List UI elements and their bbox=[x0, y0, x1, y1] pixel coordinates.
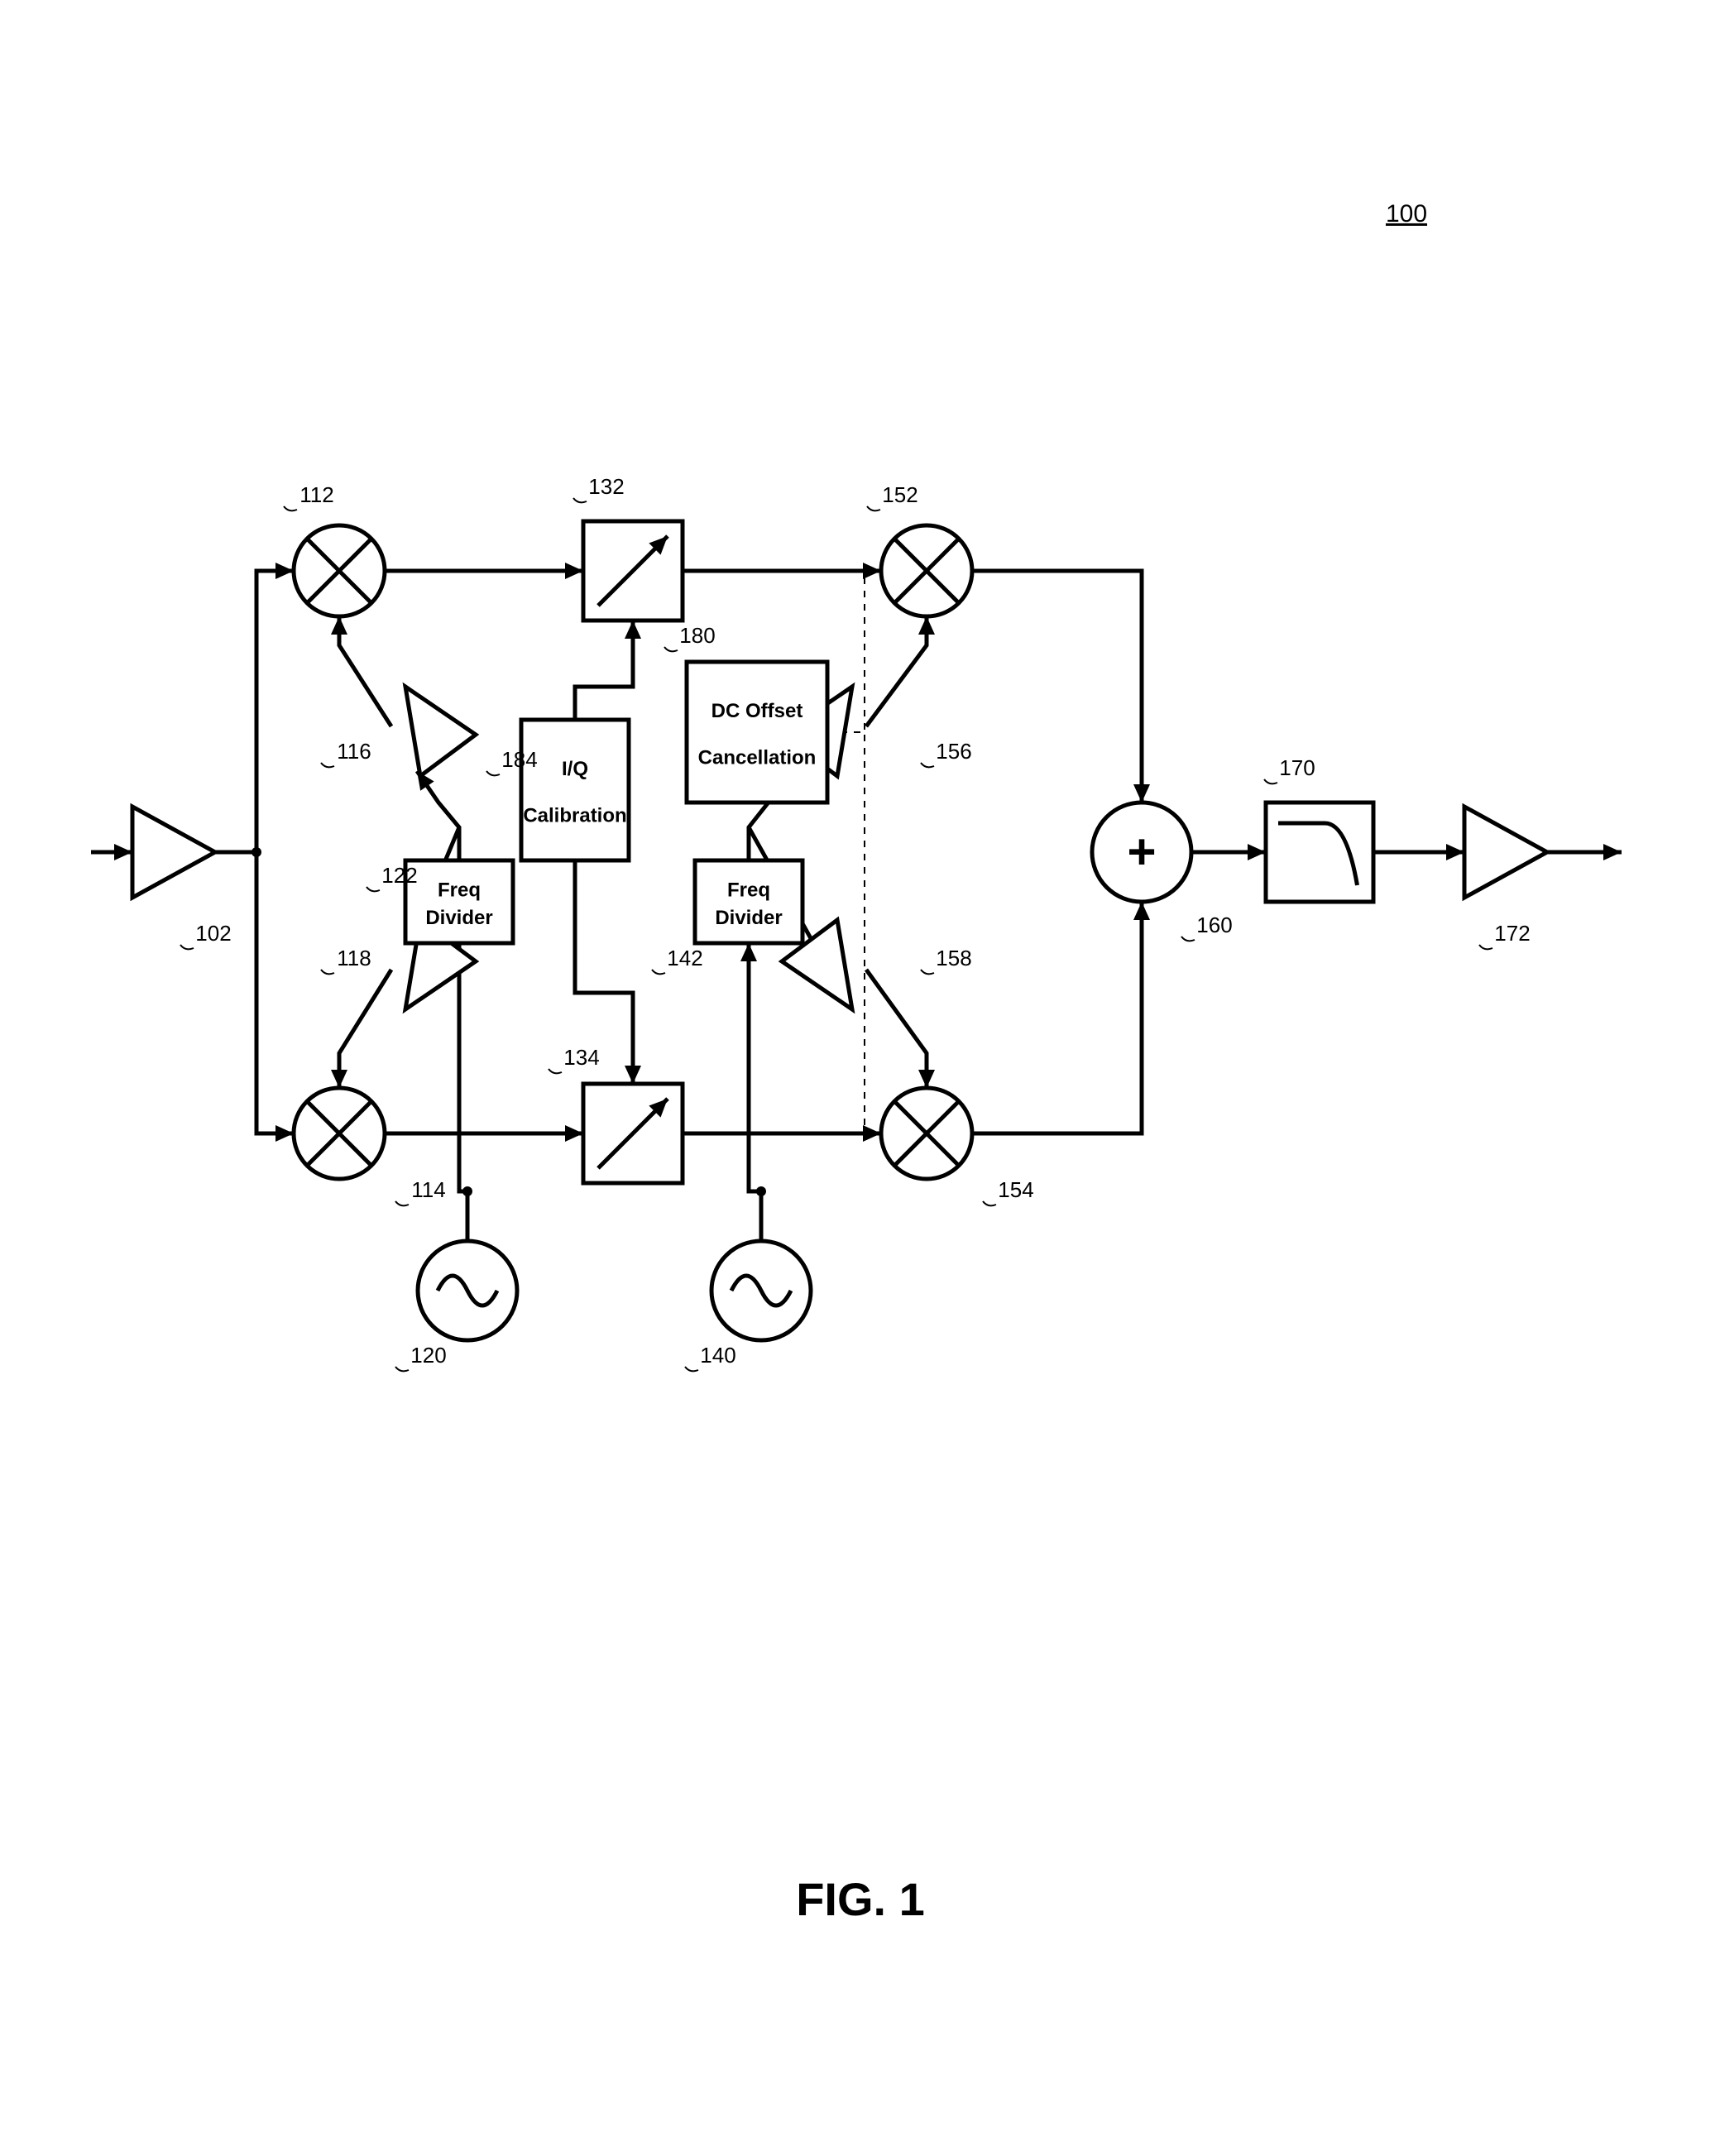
svg-text:180: 180 bbox=[679, 623, 715, 648]
svg-text:116: 116 bbox=[337, 739, 371, 764]
svg-text:184: 184 bbox=[501, 747, 537, 772]
svg-text:FIG. 1: FIG. 1 bbox=[796, 1873, 925, 1925]
svg-text:112: 112 bbox=[299, 482, 333, 507]
svg-text:160: 160 bbox=[1196, 913, 1232, 937]
svg-text:140: 140 bbox=[700, 1343, 735, 1368]
svg-text:I/Q: I/Q bbox=[562, 758, 588, 780]
svg-text:+: + bbox=[1127, 824, 1156, 879]
svg-text:Divider: Divider bbox=[425, 907, 492, 929]
svg-text:152: 152 bbox=[882, 482, 917, 507]
svg-text:Divider: Divider bbox=[715, 907, 782, 929]
svg-text:156: 156 bbox=[936, 739, 971, 764]
svg-text:122: 122 bbox=[381, 863, 417, 888]
svg-text:132: 132 bbox=[588, 474, 624, 499]
svg-text:158: 158 bbox=[936, 946, 971, 970]
svg-text:Freq: Freq bbox=[438, 879, 481, 902]
svg-text:120: 120 bbox=[410, 1343, 446, 1368]
svg-text:142: 142 bbox=[667, 946, 702, 970]
svg-text:114: 114 bbox=[411, 1177, 445, 1202]
svg-text:Cancellation: Cancellation bbox=[698, 747, 817, 769]
svg-text:118: 118 bbox=[337, 946, 371, 970]
svg-text:170: 170 bbox=[1279, 755, 1315, 780]
svg-text:100: 100 bbox=[1386, 200, 1427, 228]
svg-text:Freq: Freq bbox=[727, 879, 770, 902]
svg-text:154: 154 bbox=[998, 1177, 1033, 1202]
svg-text:134: 134 bbox=[563, 1045, 599, 1070]
svg-text:172: 172 bbox=[1494, 921, 1530, 946]
svg-text:Calibration: Calibration bbox=[523, 805, 626, 827]
svg-text:DC Offset: DC Offset bbox=[711, 700, 803, 722]
svg-text:102: 102 bbox=[195, 921, 231, 946]
